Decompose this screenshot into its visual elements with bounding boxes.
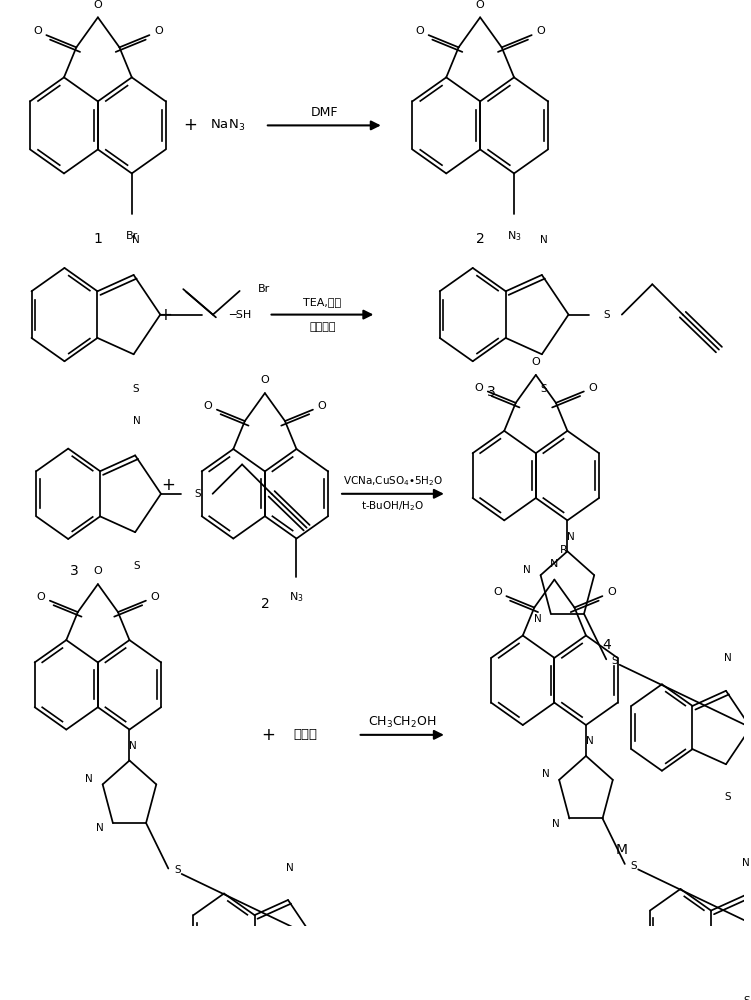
Text: S: S xyxy=(743,996,749,1000)
Text: N: N xyxy=(86,774,93,784)
Text: S: S xyxy=(134,561,140,571)
Text: VCNa,CuSO$_4$•5H$_2$O: VCNa,CuSO$_4$•5H$_2$O xyxy=(343,474,443,488)
Text: +: + xyxy=(161,476,175,494)
Text: O: O xyxy=(94,0,102,10)
Text: N: N xyxy=(552,819,560,829)
Text: N: N xyxy=(586,736,593,746)
Text: 2: 2 xyxy=(261,597,270,611)
Text: O: O xyxy=(261,375,270,385)
Text: S: S xyxy=(174,865,180,875)
Text: 2: 2 xyxy=(476,232,484,246)
Text: N: N xyxy=(540,235,547,245)
Text: N: N xyxy=(523,565,531,575)
Text: 超声震荡: 超声震荡 xyxy=(309,322,336,332)
Text: O: O xyxy=(476,0,484,10)
Text: +: + xyxy=(158,306,172,324)
Text: O: O xyxy=(318,401,326,411)
Text: O: O xyxy=(94,566,102,576)
Text: 3: 3 xyxy=(70,564,79,578)
Text: N: N xyxy=(131,235,140,245)
Text: N: N xyxy=(534,614,541,624)
Text: S: S xyxy=(725,792,731,802)
Text: O: O xyxy=(37,592,45,602)
Text: N: N xyxy=(133,416,141,426)
Text: O: O xyxy=(532,357,540,367)
Text: 1: 1 xyxy=(93,232,102,246)
Text: 链状胺: 链状胺 xyxy=(294,728,318,741)
Text: DMF: DMF xyxy=(310,106,338,119)
Text: S: S xyxy=(603,310,610,320)
Text: O: O xyxy=(493,587,502,597)
Text: M: M xyxy=(615,843,627,857)
Text: TEA,丙酮: TEA,丙酮 xyxy=(303,297,342,307)
Text: Br: Br xyxy=(258,284,270,294)
Text: O: O xyxy=(475,383,483,393)
Text: O: O xyxy=(536,26,545,36)
Text: O: O xyxy=(33,26,42,36)
Text: O: O xyxy=(415,26,424,36)
Text: N: N xyxy=(724,653,731,663)
Text: 3: 3 xyxy=(487,385,496,399)
Text: O: O xyxy=(607,587,616,597)
Text: S: S xyxy=(541,384,547,394)
Text: O: O xyxy=(154,26,163,36)
Text: 4: 4 xyxy=(602,638,611,652)
Text: N$_3$: N$_3$ xyxy=(289,590,304,604)
Text: NaN$_3$: NaN$_3$ xyxy=(210,118,246,133)
Text: N: N xyxy=(567,532,575,542)
Text: N$_3$: N$_3$ xyxy=(507,229,521,243)
Text: ─SH: ─SH xyxy=(229,310,251,320)
Text: R: R xyxy=(559,545,567,555)
Text: N: N xyxy=(542,769,550,779)
Text: O: O xyxy=(150,592,159,602)
Text: +: + xyxy=(261,726,276,744)
Text: S: S xyxy=(612,656,619,666)
Text: O: O xyxy=(204,401,213,411)
Text: N: N xyxy=(550,559,559,569)
Text: CH$_3$CH$_2$OH: CH$_3$CH$_2$OH xyxy=(368,715,436,730)
Text: Br: Br xyxy=(125,231,138,241)
Text: S: S xyxy=(132,384,139,394)
Text: N: N xyxy=(743,858,750,868)
Text: +: + xyxy=(184,116,198,134)
Text: N: N xyxy=(129,741,137,751)
Text: O: O xyxy=(588,383,597,393)
Text: N: N xyxy=(95,823,104,833)
Text: N: N xyxy=(286,863,294,873)
Text: S: S xyxy=(630,861,637,871)
Text: S: S xyxy=(195,489,201,499)
Text: t-BuOH/H$_2$O: t-BuOH/H$_2$O xyxy=(361,500,424,513)
